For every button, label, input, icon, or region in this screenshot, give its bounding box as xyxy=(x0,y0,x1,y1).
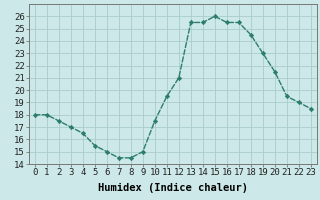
X-axis label: Humidex (Indice chaleur): Humidex (Indice chaleur) xyxy=(98,183,248,193)
